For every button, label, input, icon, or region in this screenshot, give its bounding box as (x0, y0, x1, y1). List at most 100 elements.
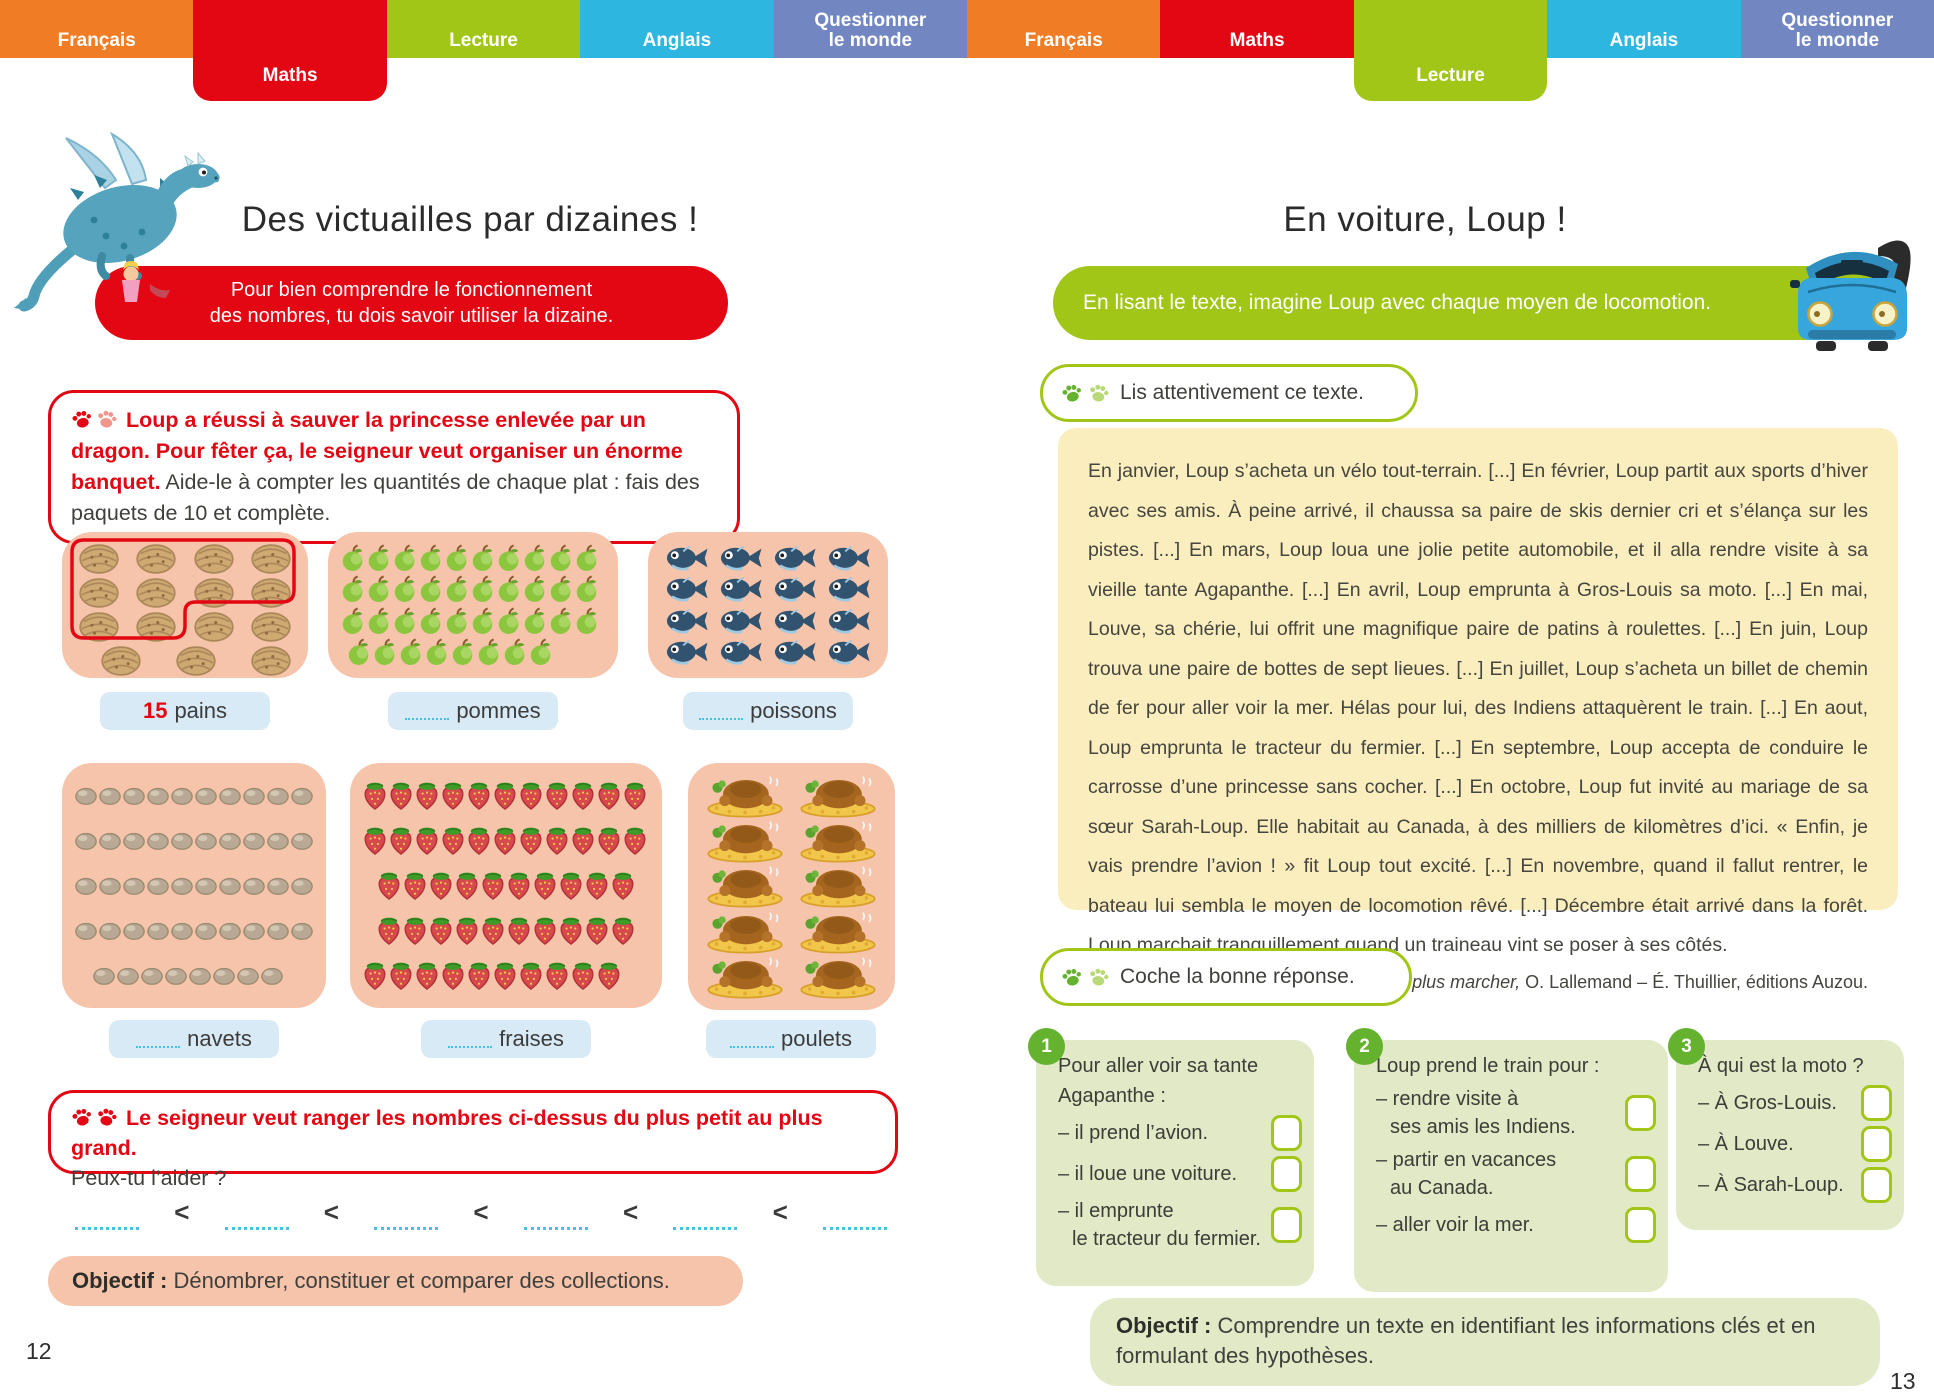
chicken-icon (796, 819, 880, 863)
bread-icon (133, 610, 179, 644)
turnip-icon (188, 965, 212, 986)
strawberry-icon (466, 780, 492, 811)
answer-checkbox[interactable] (1861, 1085, 1892, 1121)
count-blank-field[interactable] (405, 702, 450, 720)
read-instruction-box: Lis attentivement ce texte. (1040, 364, 1418, 422)
ordering-blank-field[interactable] (523, 1207, 588, 1230)
item-name-label: poulets (781, 1026, 852, 1051)
strawberry-icon (388, 960, 414, 991)
turnip-icon (122, 875, 146, 896)
count-blank-field[interactable] (448, 1030, 493, 1048)
strawberry-icon (532, 915, 558, 946)
turnip-icon (218, 920, 242, 941)
chicken-icon (796, 864, 880, 908)
pains-row (96, 644, 296, 678)
answer-checkbox[interactable] (1861, 1126, 1892, 1162)
chicken-icon (796, 910, 880, 954)
fish-icon (717, 544, 765, 572)
ordering-blank-field[interactable] (224, 1207, 289, 1230)
subject-tabs-right: Français Maths Lecture Anglais Questionner l… (967, 0, 1934, 104)
strawberry-icon (388, 825, 414, 856)
reading-text-box: En janvier, Loup s’acheta un vélo tout-t… (1058, 428, 1898, 992)
fish-icon (663, 638, 711, 666)
tab-questionner-le-monde[interactable]: Questionner le monde (773, 0, 968, 58)
apple-icon (340, 575, 366, 603)
turnip-icon (290, 920, 314, 941)
count-blank-field[interactable] (136, 1030, 181, 1048)
page-number-left: 12 (26, 1338, 52, 1364)
fish-icon (771, 544, 819, 572)
ordering-blank-field[interactable] (374, 1207, 439, 1230)
tab-maths[interactable]: Maths (1160, 0, 1354, 58)
objective-text: Comprendre un texte en identifiant les i… (1116, 1313, 1816, 1368)
turnip-icon (74, 920, 98, 941)
apple-icon (398, 638, 424, 666)
count-label-pains[interactable]: 15 pains (100, 692, 270, 730)
strawberry-icon (596, 780, 622, 811)
strawberry-icon (414, 825, 440, 856)
bread-icon (173, 644, 219, 678)
answer-checkbox[interactable] (1861, 1167, 1892, 1203)
apple-icon (392, 575, 418, 603)
paw-icon (94, 406, 119, 431)
tab-français[interactable]: Français (967, 0, 1161, 58)
poulets-row (700, 819, 883, 863)
count-label-poulets[interactable]: poulets (706, 1020, 876, 1058)
count-label-navets[interactable]: navets (109, 1020, 279, 1058)
tab-anglais[interactable]: Anglais (1547, 0, 1741, 58)
bread-icon (191, 542, 237, 576)
chicken-icon (703, 819, 787, 863)
poulets-row (700, 774, 883, 818)
ordering-blank-field[interactable] (673, 1207, 738, 1230)
count-blank-field[interactable] (730, 1030, 775, 1048)
collection-box-poulets (688, 763, 895, 1010)
tab-français[interactable]: Français (0, 0, 194, 58)
bread-icon (98, 644, 144, 678)
count-label-pommes[interactable]: pommes (388, 692, 558, 730)
pommes-row (346, 638, 606, 666)
answer-option: – À Sarah-Loup. (1698, 1167, 1892, 1203)
apple-icon (346, 638, 372, 666)
turnip-icon (146, 875, 170, 896)
answer-option-line: – aller voir la mer. (1376, 1214, 1534, 1236)
turnip-icon (74, 875, 98, 896)
objective-bar-right: Objectif : Comprendre un texte en identi… (1090, 1298, 1880, 1386)
turnip-icon (212, 965, 236, 986)
turnip-icon (92, 965, 116, 986)
tab-lecture[interactable]: Lecture (386, 0, 581, 58)
answer-option-line: – il prend l’avion. (1058, 1122, 1209, 1144)
answer-checkbox[interactable] (1271, 1115, 1302, 1151)
tab-anglais[interactable]: Anglais (580, 0, 774, 58)
bread-icon (191, 576, 237, 610)
turnip-icon (242, 875, 266, 896)
answer-checkbox[interactable] (1625, 1156, 1656, 1192)
ordering-blank-field[interactable] (822, 1207, 887, 1230)
turnip-icon (74, 830, 98, 851)
turnip-icon (146, 920, 170, 941)
count-label-poissons[interactable]: poissons (683, 692, 853, 730)
answer-checkbox[interactable] (1625, 1207, 1656, 1243)
paw-icon (94, 1104, 119, 1129)
turnip-icon (98, 875, 122, 896)
tab-questionner-le-monde[interactable]: Questionner le monde (1740, 0, 1934, 58)
tab-lecture[interactable]: Lecture (1353, 0, 1548, 101)
question-number-badge: 1 (1028, 1028, 1065, 1065)
answer-checkbox[interactable] (1271, 1207, 1302, 1243)
turnip-icon (170, 830, 194, 851)
count-label-fraises[interactable]: fraises (421, 1020, 591, 1058)
ordering-blank-field[interactable] (75, 1207, 139, 1230)
pommes-row (340, 607, 606, 635)
turnip-icon (266, 785, 290, 806)
answer-option-text: – partir en vacances au Canada. (1376, 1146, 1619, 1202)
count-blank-field[interactable] (699, 702, 744, 720)
apple-icon (340, 544, 366, 572)
question-intro: À qui est la moto ? (1698, 1055, 1864, 1077)
tab-maths[interactable]: Maths (193, 0, 387, 101)
strawberry-icon (596, 960, 622, 991)
answer-option-text: – il prend l’avion. (1058, 1119, 1265, 1147)
poulets-row (700, 955, 883, 999)
turnip-icon (194, 875, 218, 896)
strawberry-icon (570, 780, 596, 811)
answer-checkbox[interactable] (1625, 1095, 1656, 1131)
answer-checkbox[interactable] (1271, 1156, 1302, 1192)
